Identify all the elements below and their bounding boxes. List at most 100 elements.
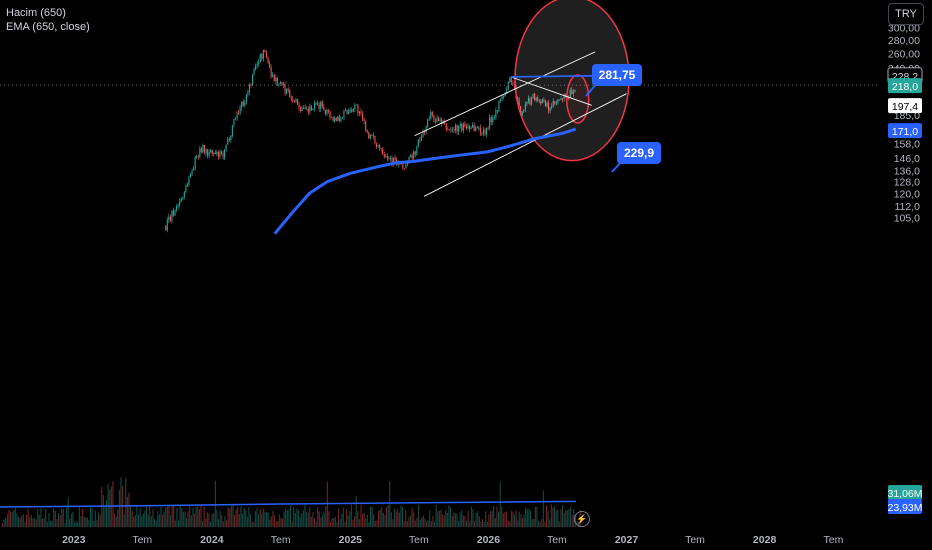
candle-body — [534, 93, 536, 101]
volume-bar — [72, 511, 74, 527]
volume-bar — [533, 518, 535, 527]
volume-bar — [432, 515, 434, 527]
candle-body — [221, 151, 223, 154]
candle-body — [526, 102, 528, 105]
volume-bar — [178, 520, 180, 527]
candle-body — [296, 99, 298, 105]
volume-bar — [93, 520, 95, 527]
candle-body — [317, 102, 319, 106]
volume-bar — [501, 506, 503, 527]
volume-bar — [496, 506, 498, 527]
volume-bar — [258, 514, 260, 527]
y-tick-label: 260,00 — [888, 48, 920, 60]
candle-body — [541, 99, 543, 104]
candle-body — [334, 118, 336, 121]
volume-bar — [440, 510, 442, 527]
volume-bar — [458, 520, 460, 527]
candle-body — [453, 129, 455, 131]
candle-body — [428, 118, 430, 120]
volume-bar — [45, 509, 47, 527]
volume-bar — [494, 518, 496, 527]
candle-body — [324, 109, 326, 114]
candle-body — [186, 184, 188, 187]
candle-body — [312, 108, 314, 111]
channel-upper-line — [414, 51, 596, 137]
candle-body — [165, 226, 167, 231]
candle-body — [169, 216, 171, 221]
volume-bar — [235, 508, 237, 527]
volume-bar — [456, 513, 458, 527]
volume-bar — [189, 506, 191, 527]
candle-body — [335, 118, 337, 121]
candle-body — [510, 77, 512, 83]
candle-body — [191, 170, 193, 174]
volume-ma-value-label-bg — [888, 499, 922, 514]
candle-body — [245, 94, 247, 102]
candle-body — [292, 98, 294, 102]
candle-body — [265, 52, 267, 58]
callout-box — [592, 64, 642, 86]
volume-bar — [80, 516, 82, 527]
candle-body — [506, 88, 508, 94]
volume-bar — [210, 521, 212, 527]
candle-body — [252, 74, 254, 85]
volume-bar — [82, 508, 84, 527]
candle-body — [211, 150, 213, 154]
candle-body — [402, 162, 404, 168]
volume-bar — [354, 516, 356, 527]
currency-button[interactable]: TRY — [888, 3, 924, 25]
candle-body — [558, 99, 560, 101]
candle-body — [174, 209, 176, 216]
volume-bar — [158, 514, 160, 527]
volume-bar — [470, 506, 472, 527]
volume-bar — [306, 512, 308, 527]
volume-bar — [171, 506, 173, 527]
drawings: 281,75 229,9 — [0, 0, 880, 197]
candle-body — [225, 144, 227, 150]
volume-bar — [90, 507, 92, 527]
legend-ema[interactable]: EMA (650, close) — [6, 21, 90, 33]
volume-bar — [61, 508, 63, 527]
volume-bar — [546, 505, 548, 527]
volume-bar — [570, 506, 572, 527]
volume-bar — [507, 520, 509, 527]
candle-body — [208, 152, 210, 156]
candle-body — [532, 93, 534, 99]
candle-body — [242, 101, 244, 106]
volume-bar — [77, 522, 79, 527]
volume-bar — [83, 516, 85, 527]
volume-bar — [213, 513, 215, 527]
volume-bar — [434, 521, 436, 527]
volume-bar — [130, 506, 132, 527]
lightning-icon[interactable]: ⚡ — [574, 511, 590, 527]
candle-body — [275, 77, 277, 82]
volume-bar — [42, 519, 44, 527]
volume-bar — [514, 514, 516, 527]
candle-body — [439, 119, 441, 121]
volume-bar — [214, 480, 216, 527]
volume-bar — [371, 507, 373, 527]
volume-bar — [267, 512, 269, 527]
volume-bar — [170, 515, 172, 527]
candle-body — [365, 121, 367, 131]
volume-ma-value-label: 23,93M — [887, 502, 922, 514]
volume-bar — [221, 515, 223, 527]
volume-bar — [182, 511, 184, 527]
candle-body — [290, 97, 292, 99]
x-tick-label: 2023 — [62, 534, 86, 546]
candle-body — [434, 120, 436, 122]
candle-body — [298, 104, 300, 108]
volume-bar — [538, 520, 540, 527]
candle-body — [168, 216, 170, 220]
candle-body — [554, 101, 556, 104]
volume-bar — [237, 507, 239, 527]
candle-body — [185, 186, 187, 193]
volume-bar — [274, 515, 276, 527]
candle-body — [410, 155, 412, 158]
candle-body — [360, 111, 362, 114]
volume-bar — [58, 513, 60, 527]
legend-volume[interactable]: Hacim (650) — [6, 7, 66, 19]
candle-body — [503, 95, 505, 97]
